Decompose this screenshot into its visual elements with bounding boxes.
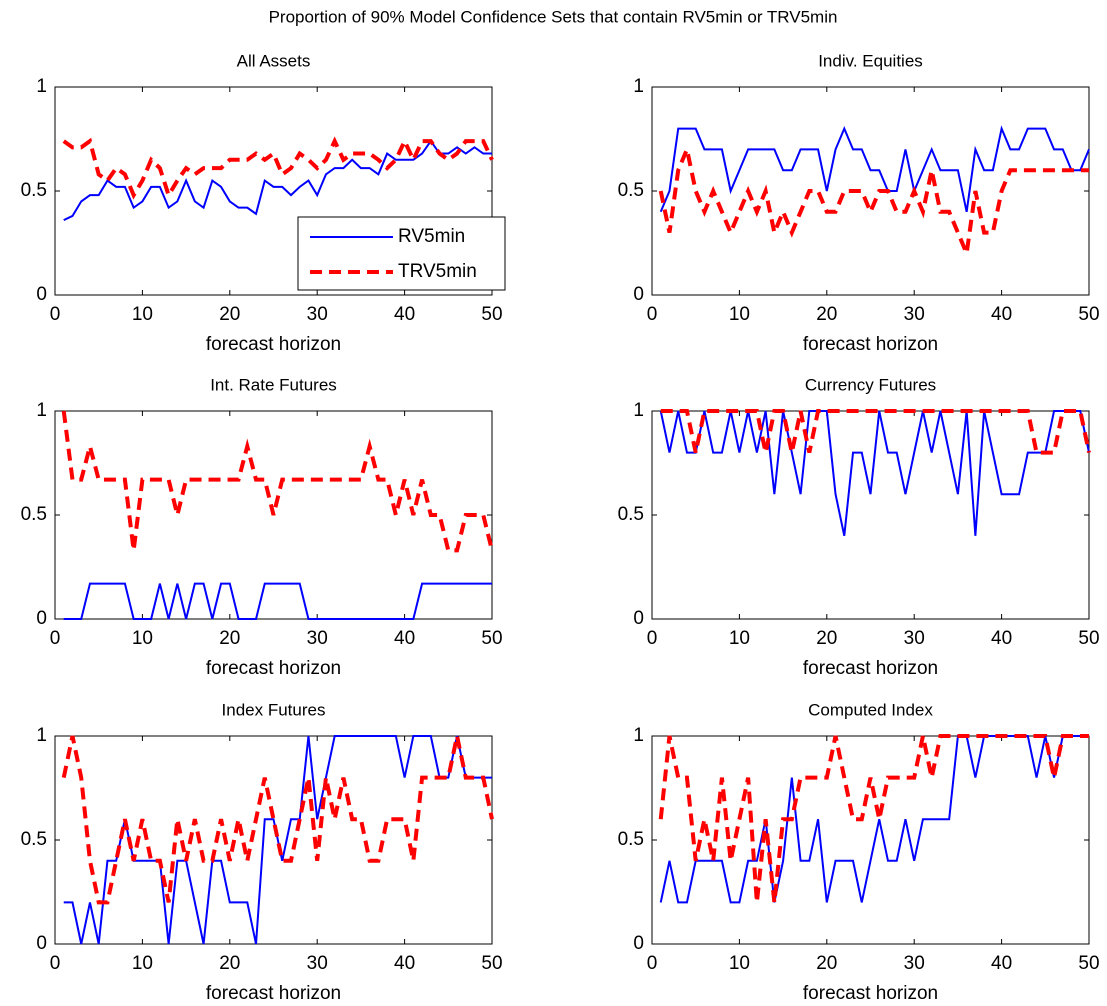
axes-box [651,410,1090,620]
subplot-title: Indiv. Equities [818,51,923,70]
data-line [658,734,1089,903]
x-tick-label: 40 [394,628,415,649]
x-tick-label: 10 [132,304,153,325]
data-line [61,735,494,905]
y-tick-label: 1 [633,400,644,421]
x-tick-label: 50 [1078,304,1099,325]
x-tick-label: 30 [307,628,328,649]
x-axis-label: forecast horizon [803,334,938,355]
x-tick-label: 40 [394,953,415,974]
y-tick-label: 1 [633,76,644,97]
legend-label: TRV5min [398,261,477,282]
y-tick-label: 0.5 [21,180,47,201]
x-tick-label: 20 [816,628,837,649]
subplot-title: Computed Index [808,700,933,719]
y-tick-label: 0 [36,284,47,305]
data-line [63,582,492,620]
x-axis-label: forecast horizon [206,983,341,1004]
x-tick-label: 0 [647,628,658,649]
y-tick-label: 0.5 [618,504,644,525]
x-tick-label: 0 [50,628,61,649]
x-tick-label: 30 [904,953,925,974]
x-tick-label: 10 [729,304,750,325]
x-tick-label: 30 [904,628,925,649]
x-tick-label: 10 [132,953,153,974]
y-tick-label: 0 [633,608,644,629]
x-tick-label: 50 [481,953,502,974]
y-tick-label: 1 [36,76,47,97]
data-line [659,410,1090,537]
y-tick-label: 1 [36,400,47,421]
data-line [62,136,494,200]
data-line [63,139,492,222]
legend-label: RV5min [398,226,465,247]
y-tick-label: 1 [36,725,47,746]
subplot-title: All Assets [237,51,311,70]
x-tick-label: 50 [1078,628,1099,649]
x-tick-label: 10 [729,628,750,649]
y-tick-label: 0.5 [618,829,644,850]
x-tick-label: 0 [50,953,61,974]
x-axis-label: forecast horizon [803,983,938,1004]
x-tick-label: 40 [991,304,1012,325]
subplot-title: Index Futures [222,700,326,719]
x-tick-label: 10 [132,628,153,649]
x-tick-label: 50 [481,628,502,649]
x-axis-label: forecast horizon [803,658,938,679]
x-tick-label: 50 [1078,953,1099,974]
x-tick-label: 30 [904,304,925,325]
legend-box [297,216,506,291]
y-tick-label: 0 [633,933,644,954]
figure-title: Proportion of 90% Model Confidence Sets … [269,7,838,26]
x-tick-label: 20 [219,953,240,974]
subplot-title: Currency Futures [805,375,936,394]
x-tick-label: 20 [816,304,837,325]
x-tick-label: 40 [991,953,1012,974]
x-tick-label: 20 [816,953,837,974]
y-tick-label: 0 [36,933,47,954]
y-tick-label: 0 [633,284,644,305]
x-tick-label: 20 [219,304,240,325]
subplot-title: Int. Rate Futures [210,375,337,394]
data-line [659,125,1090,213]
y-tick-label: 1 [633,725,644,746]
x-tick-label: 40 [394,304,415,325]
y-tick-label: 0.5 [618,180,644,201]
x-tick-label: 50 [481,304,502,325]
x-tick-label: 40 [991,628,1012,649]
x-tick-label: 10 [729,953,750,974]
x-axis-label: forecast horizon [206,334,341,355]
x-tick-label: 30 [307,304,328,325]
data-line [61,410,494,553]
x-tick-label: 0 [647,953,658,974]
x-tick-label: 0 [50,304,61,325]
x-tick-label: 20 [219,628,240,649]
y-tick-label: 0.5 [21,504,47,525]
x-tick-label: 30 [307,953,328,974]
data-line [660,409,1091,455]
x-tick-label: 0 [647,304,658,325]
x-axis-label: forecast horizon [206,658,341,679]
y-tick-label: 0 [36,608,47,629]
axes-box [651,735,1090,945]
axes-box [651,86,1090,296]
y-tick-label: 0.5 [21,829,47,850]
data-line [658,142,1089,261]
